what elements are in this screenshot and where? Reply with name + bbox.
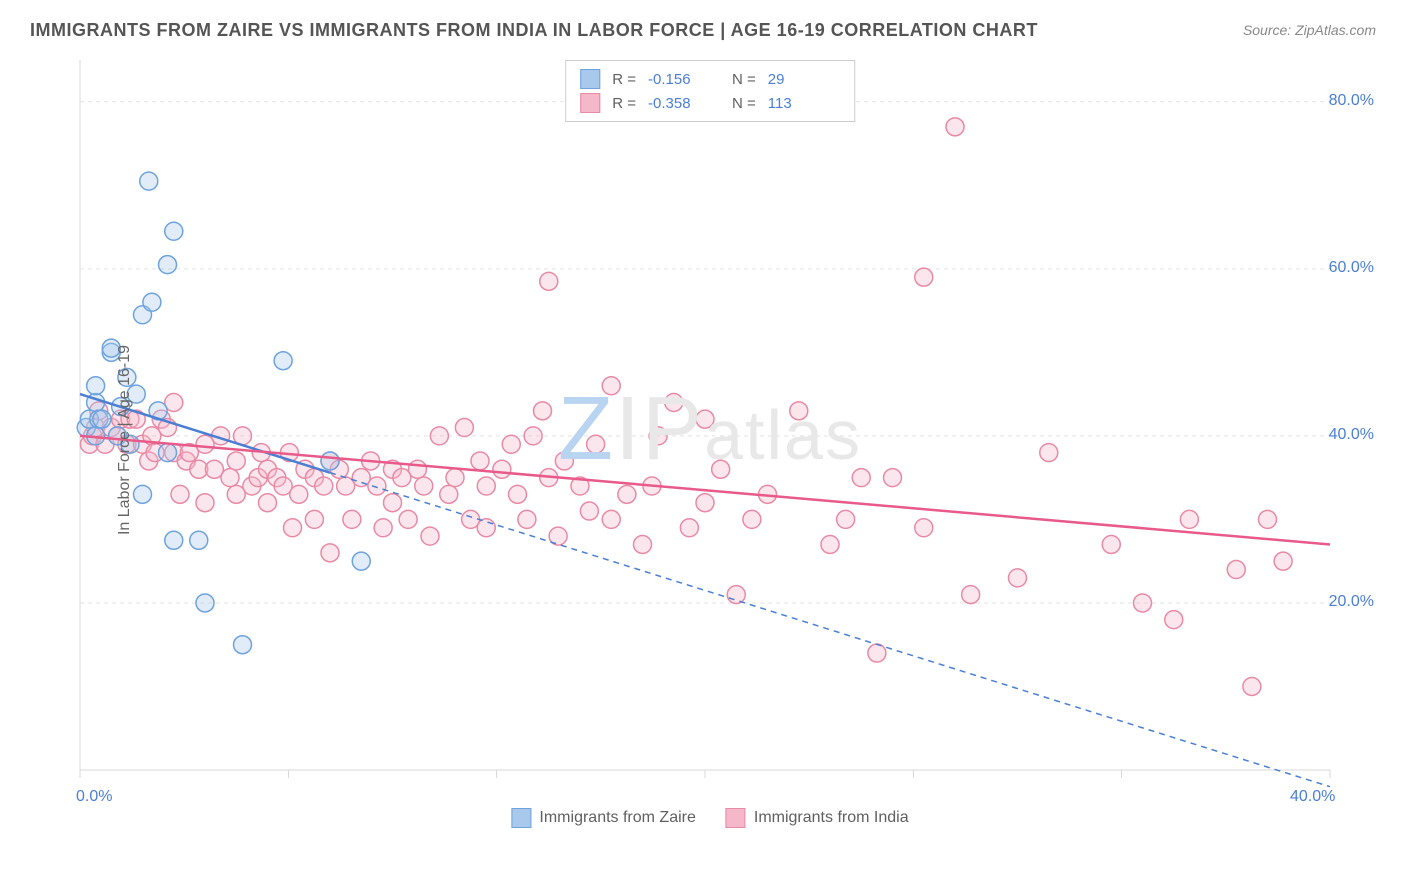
n-value-india: 113: [768, 95, 822, 112]
stats-legend: R = -0.156 N = 29 R = -0.358 N = 113: [565, 60, 855, 122]
swatch-icon: [580, 93, 600, 113]
chart-container: In Labor Force | Age 16-19 ZIPatlas R = …: [40, 50, 1380, 830]
swatch-icon: [726, 808, 746, 828]
source-attribution: Source: ZipAtlas.com: [1243, 22, 1376, 38]
r-value-zaire: -0.156: [648, 71, 702, 88]
y-tick-label: 20.0%: [1329, 593, 1374, 611]
header: IMMIGRANTS FROM ZAIRE VS IMMIGRANTS FROM…: [0, 0, 1406, 50]
series-legend: Immigrants from Zaire Immigrants from In…: [511, 808, 908, 828]
scatter-chart: [40, 50, 1340, 810]
stats-row-zaire: R = -0.156 N = 29: [580, 67, 840, 91]
legend-label: Immigrants from Zaire: [539, 809, 695, 827]
swatch-icon: [580, 69, 600, 89]
y-axis-label: In Labor Force | Age 16-19: [116, 345, 134, 535]
stats-row-india: R = -0.358 N = 113: [580, 91, 840, 115]
legend-label: Immigrants from India: [754, 809, 909, 827]
legend-item-india: Immigrants from India: [726, 808, 909, 828]
y-tick-label: 60.0%: [1329, 259, 1374, 277]
y-tick-label: 40.0%: [1329, 426, 1374, 444]
x-tick-label: 0.0%: [76, 788, 112, 806]
swatch-icon: [511, 808, 531, 828]
n-value-zaire: 29: [768, 71, 822, 88]
legend-item-zaire: Immigrants from Zaire: [511, 808, 695, 828]
y-tick-label: 80.0%: [1329, 92, 1374, 110]
x-tick-label: 40.0%: [1290, 788, 1335, 806]
chart-title: IMMIGRANTS FROM ZAIRE VS IMMIGRANTS FROM…: [30, 20, 1038, 41]
r-value-india: -0.358: [648, 95, 702, 112]
